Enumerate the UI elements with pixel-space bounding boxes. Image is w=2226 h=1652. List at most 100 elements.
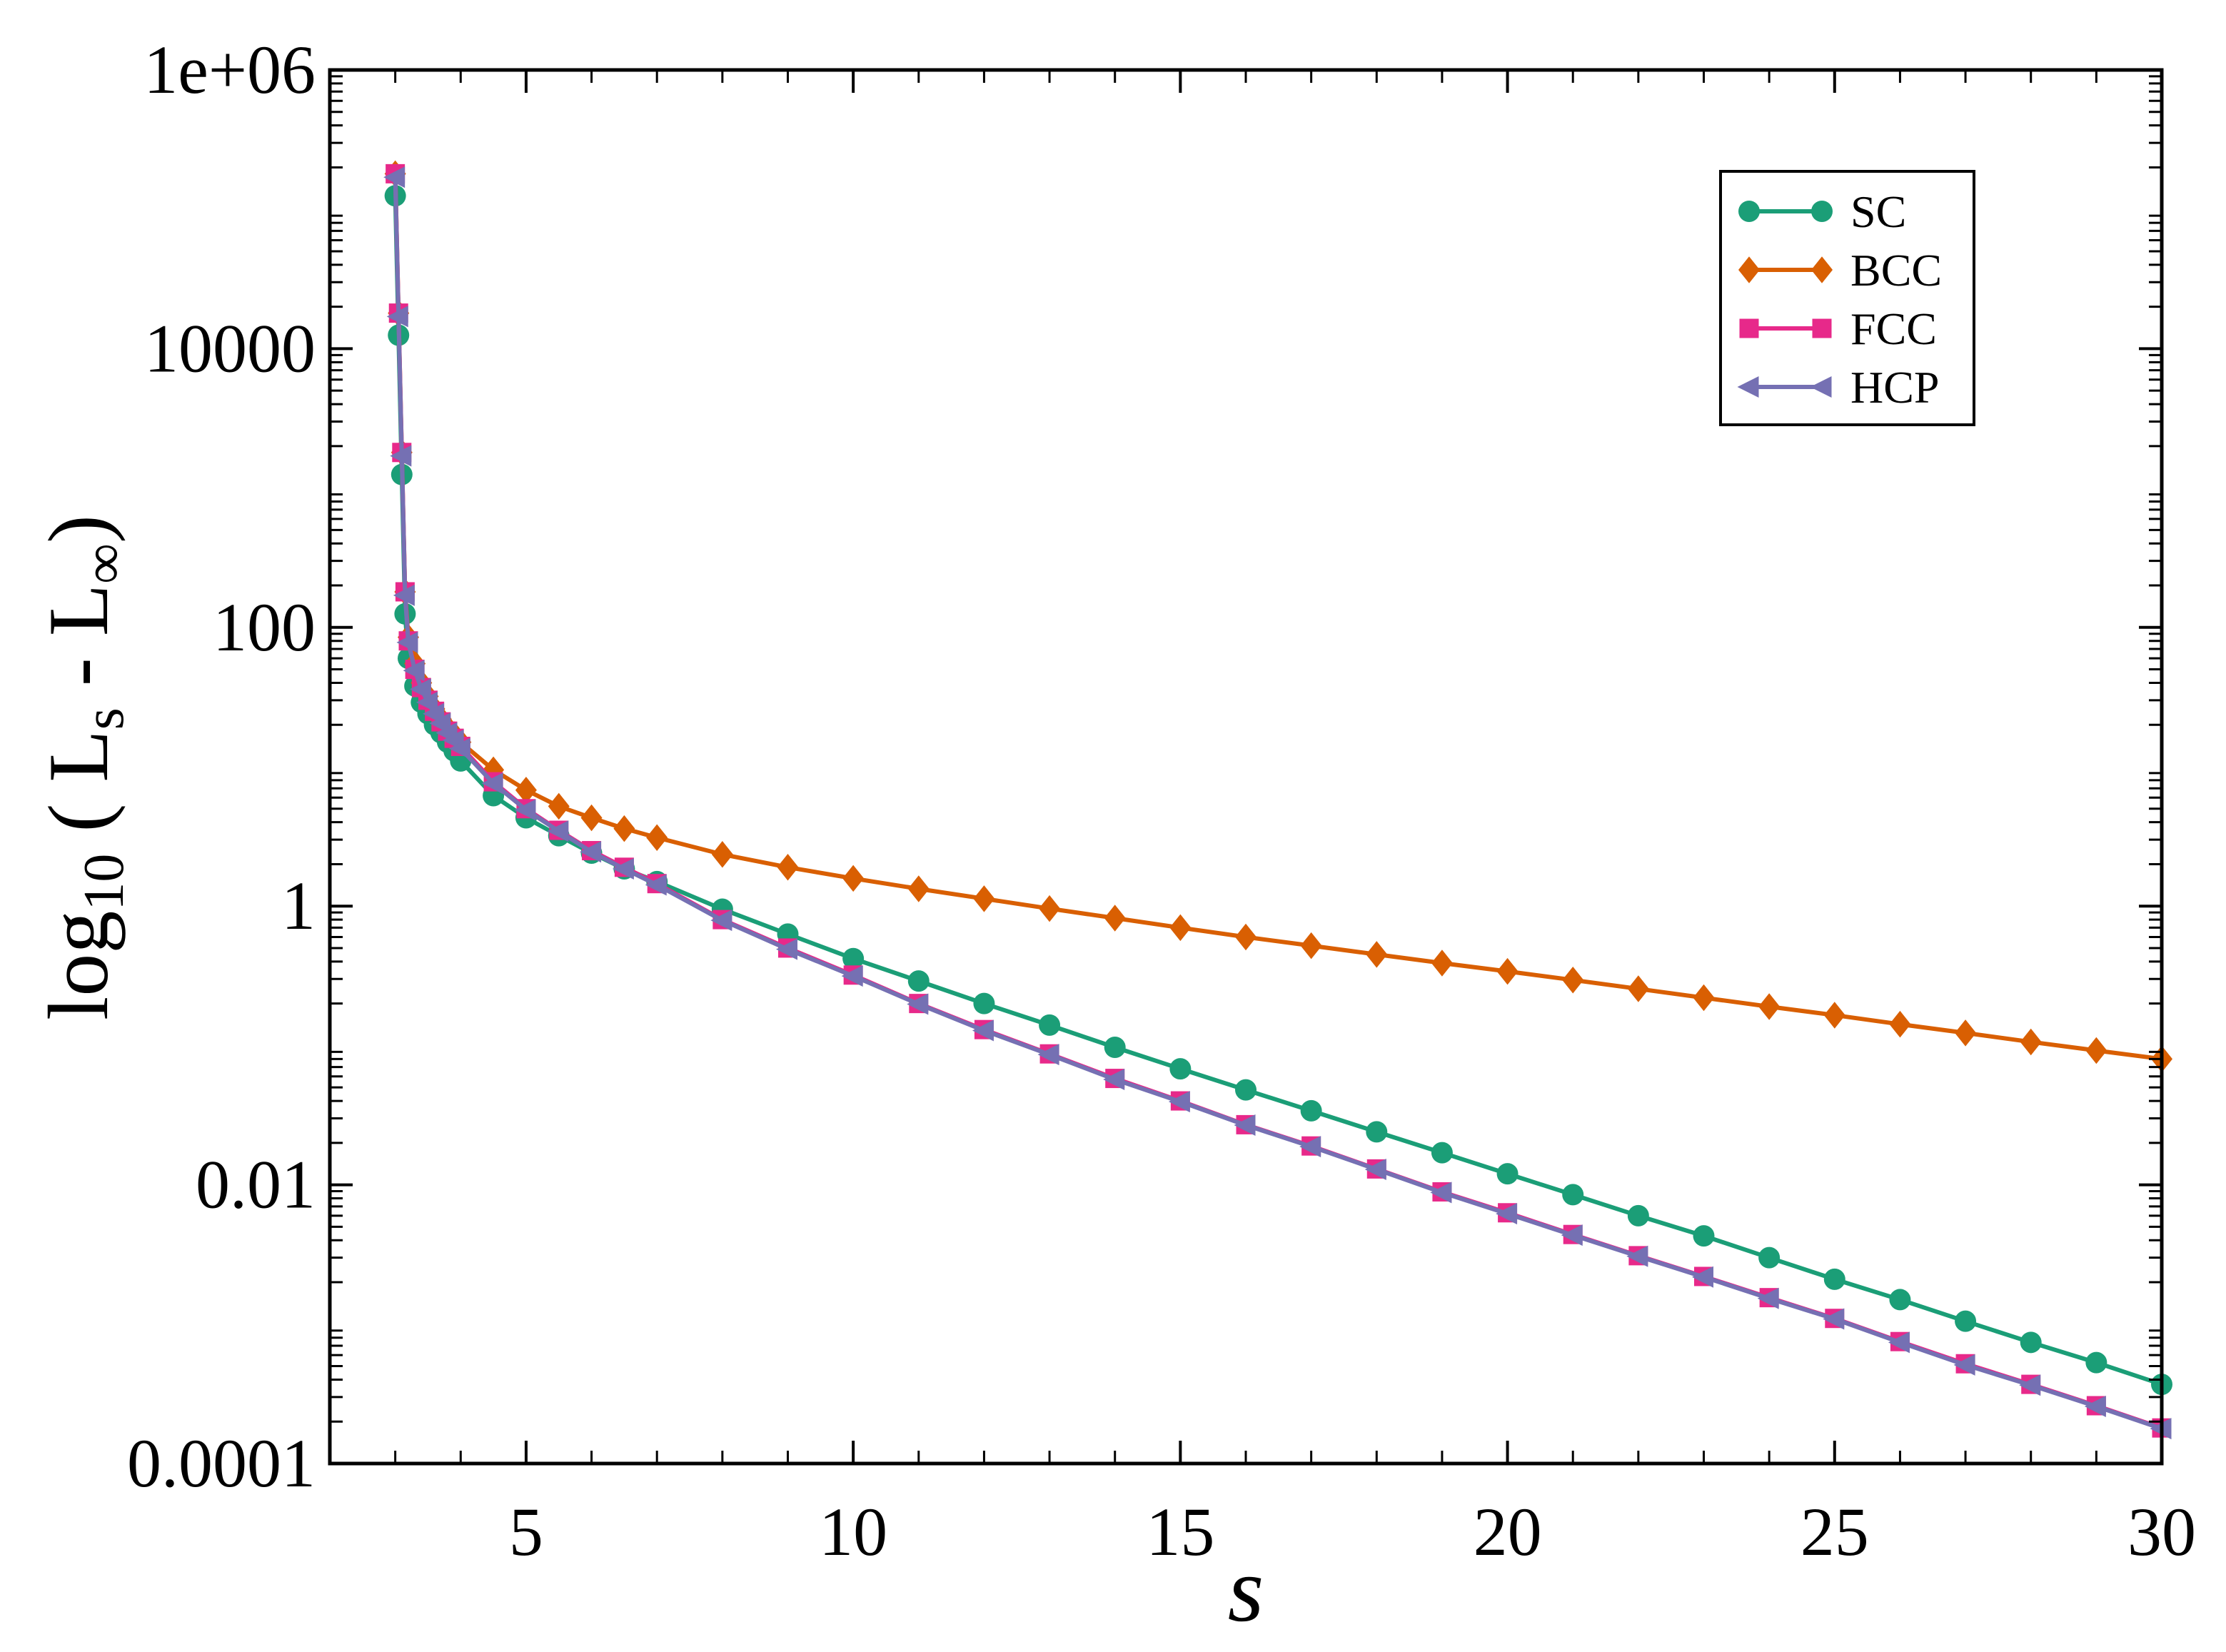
x-tick-label: 30 [2127, 1494, 2196, 1570]
data-point-bcc [515, 776, 537, 804]
data-point-hcp [612, 858, 634, 880]
data-point-bcc [646, 824, 668, 852]
data-point-hcp [547, 820, 569, 842]
data-point-hcp [1953, 1354, 1975, 1376]
legend-marker-bcc [1811, 256, 1833, 283]
data-point-bcc [1758, 993, 1781, 1020]
y-axis-title-part: - L [31, 584, 126, 707]
data-point-bcc [842, 865, 865, 892]
data-point-hcp [416, 691, 438, 713]
series-bcc [384, 160, 2172, 1073]
data-point-bcc [1235, 923, 1256, 951]
data-point-sc [1955, 1310, 1977, 1332]
legend-marker-hcp [1810, 376, 1832, 398]
y-tick-label: 0.0001 [127, 1425, 316, 1501]
y-tick-label: 0.01 [196, 1147, 316, 1223]
data-point-bcc [1955, 1019, 1977, 1047]
data-point-hcp [1234, 1114, 1256, 1137]
data-point-bcc [1300, 932, 1322, 960]
data-point-hcp [645, 874, 667, 896]
y-tick-label: 10000 [144, 310, 316, 386]
data-point-bcc [613, 815, 635, 842]
data-point-hcp [580, 841, 602, 863]
y-tick-label: 1 [281, 867, 316, 944]
data-point-bcc [1431, 950, 1453, 977]
data-point-hcp [1430, 1182, 1452, 1204]
data-point-hcp [1561, 1224, 1583, 1246]
data-point-bcc [1693, 984, 1715, 1012]
data-point-sc [1169, 1058, 1192, 1080]
data-point-sc [1758, 1246, 1781, 1269]
data-point-sc [907, 970, 930, 992]
data-point-hcp [1496, 1203, 1518, 1225]
data-point-sc [842, 947, 865, 969]
data-point-hcp [1364, 1159, 1386, 1181]
x-tick-label: 5 [509, 1494, 543, 1570]
legend: SC BCC FCC HCP [1719, 170, 1975, 426]
data-point-sc [1431, 1142, 1453, 1164]
data-point-hcp [409, 678, 431, 700]
data-point-hcp [776, 938, 797, 960]
data-point-bcc [1889, 1010, 1911, 1038]
data-point-bcc [907, 875, 930, 902]
data-point-hcp [1888, 1331, 1910, 1354]
data-point-sc [1627, 1204, 1649, 1227]
data-point-sc [1300, 1099, 1322, 1122]
y-axis-title-part: log [31, 911, 126, 1020]
data-point-hcp [481, 772, 503, 795]
y-axis-title: log10 ( Ls - L∞) [31, 515, 136, 1020]
legend-marker-hcp [1737, 376, 1759, 398]
data-point-bcc [1366, 941, 1388, 968]
y-axis-title-subscript: s [73, 707, 136, 730]
data-point-bcc [1627, 975, 1649, 1002]
data-point-sc [1693, 1225, 1715, 1247]
legend-marker-bcc [1738, 256, 1760, 283]
y-axis-title-subscript: 10 [73, 854, 136, 911]
data-point-bcc [1823, 1002, 1845, 1029]
data-point-bcc [1039, 895, 1061, 922]
legend-marker-sc [1811, 201, 1833, 222]
data-point-hcp [1757, 1287, 1779, 1309]
data-point-hcp [386, 306, 408, 328]
y-axis-title-subscript: ∞ [73, 543, 136, 584]
y-tick-label: 1e+06 [143, 31, 316, 108]
data-point-bcc [973, 885, 995, 912]
data-point-hcp [1103, 1069, 1125, 1091]
data-point-hcp [1037, 1044, 1059, 1066]
x-tick-label: 25 [1801, 1494, 1869, 1570]
data-point-sc [2085, 1351, 2107, 1374]
data-point-sc [1235, 1079, 1256, 1101]
data-point-sc [1039, 1014, 1061, 1036]
data-point-sc [1823, 1268, 1845, 1290]
x-tick-label: 15 [1146, 1494, 1214, 1570]
x-axis: 5 10 15 20 25 30 [394, 70, 2196, 1570]
x-tick-label: 10 [819, 1494, 887, 1570]
data-point-hcp [383, 166, 406, 188]
data-point-bcc [548, 792, 570, 820]
data-point-sc [2020, 1331, 2042, 1354]
data-point-sc [1562, 1184, 1584, 1206]
data-point-sc [1366, 1121, 1388, 1143]
data-point-sc [1104, 1036, 1126, 1058]
data-point-hcp [390, 445, 412, 467]
data-point-hcp [448, 737, 470, 760]
data-point-bcc [2085, 1037, 2107, 1064]
data-point-sc [1889, 1289, 1911, 1311]
data-point-hcp [396, 631, 418, 653]
data-point-bcc [711, 841, 733, 868]
data-point-hcp [841, 965, 863, 987]
data-point-hcp [710, 910, 732, 932]
data-point-hcp [514, 799, 536, 821]
data-point-bcc [2020, 1028, 2042, 1056]
data-point-hcp [1823, 1308, 1845, 1330]
data-point-bcc [777, 854, 799, 881]
series-layer [383, 160, 2172, 1440]
legend-label-sc: SC [1850, 186, 1906, 237]
data-point-sc [973, 992, 995, 1014]
data-point-bcc [580, 804, 603, 832]
data-point-hcp [972, 1019, 994, 1042]
data-point-hcp [907, 993, 929, 1015]
legend-box [1719, 170, 1975, 426]
